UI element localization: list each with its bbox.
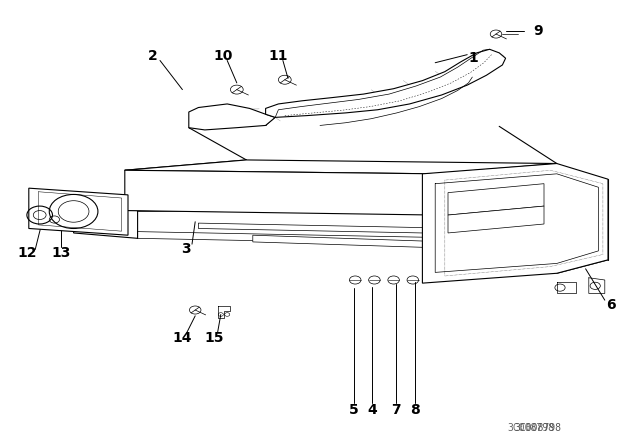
Polygon shape [266, 49, 506, 117]
Text: 13: 13 [51, 246, 70, 260]
Text: 3C008798: 3C008798 [514, 423, 561, 433]
Text: 6: 6 [606, 297, 616, 312]
Text: 1: 1 [468, 51, 479, 65]
Polygon shape [74, 199, 138, 238]
Text: 10: 10 [213, 49, 232, 63]
Polygon shape [125, 160, 557, 174]
Text: 3: 3 [180, 241, 191, 256]
Polygon shape [198, 223, 422, 233]
Text: 15: 15 [205, 331, 224, 345]
Polygon shape [448, 184, 544, 215]
Polygon shape [29, 188, 128, 235]
Polygon shape [448, 206, 544, 233]
Polygon shape [253, 235, 422, 247]
Text: 4: 4 [367, 403, 378, 417]
Text: 5: 5 [349, 403, 359, 417]
Polygon shape [422, 164, 608, 283]
Text: 2: 2 [147, 49, 157, 63]
Polygon shape [189, 104, 275, 130]
Text: 11: 11 [269, 49, 288, 63]
Text: 9: 9 [532, 24, 543, 39]
Text: 8: 8 [410, 403, 420, 417]
Polygon shape [125, 170, 435, 215]
Text: 14: 14 [173, 331, 192, 345]
Text: 7: 7 [390, 403, 401, 417]
Text: 3C008798: 3C008798 [508, 423, 555, 433]
Polygon shape [125, 202, 422, 211]
Text: 12: 12 [17, 246, 36, 260]
